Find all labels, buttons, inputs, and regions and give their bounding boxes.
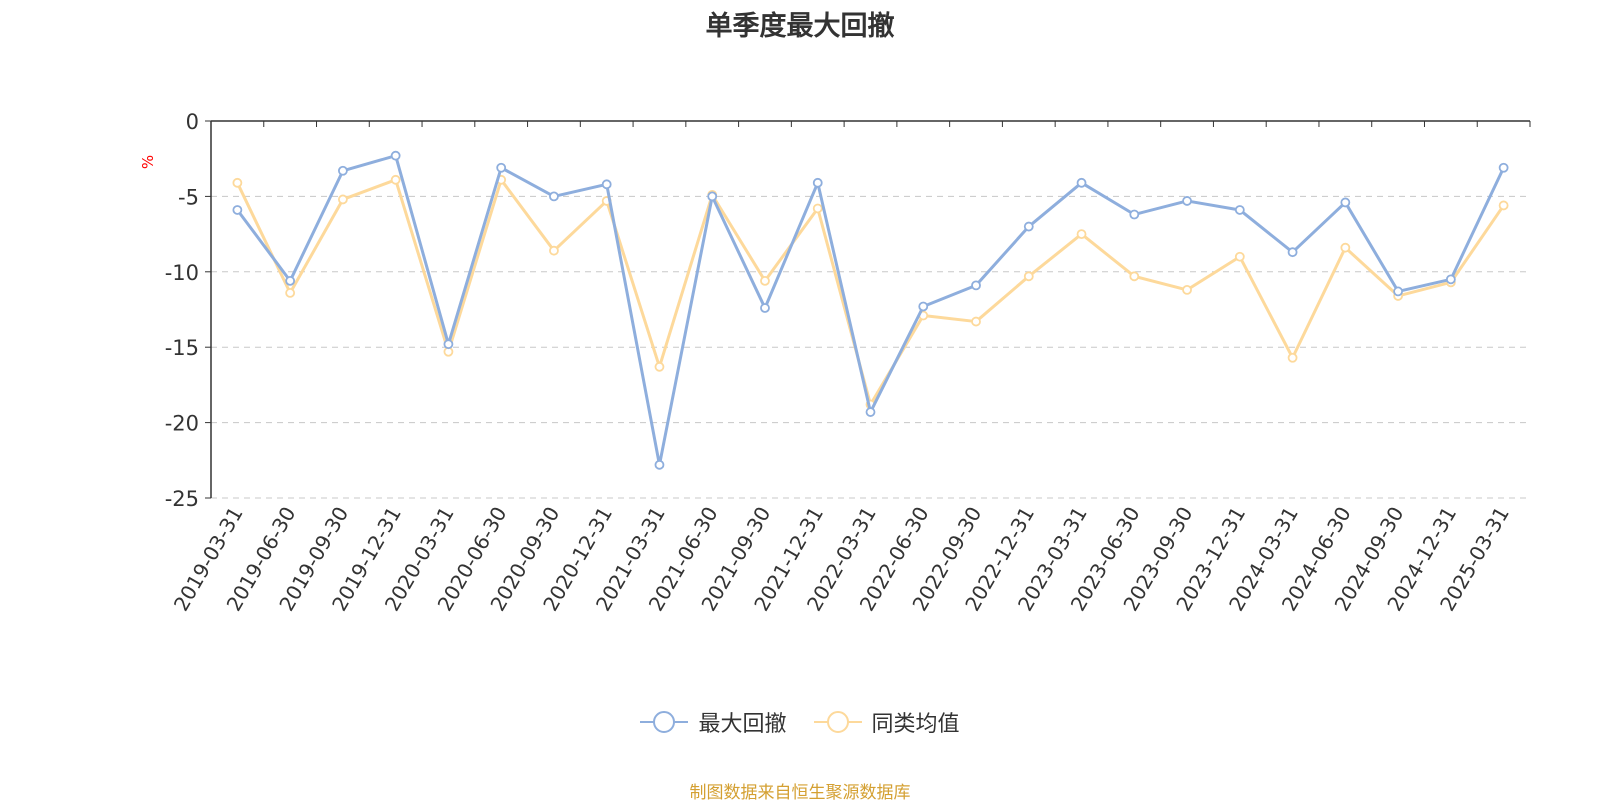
data-point bbox=[285, 275, 296, 286]
data-point bbox=[1023, 221, 1034, 232]
legend-item-series-0[interactable]: 最大回撤 bbox=[640, 706, 787, 738]
data-point bbox=[760, 303, 770, 313]
data-point bbox=[1076, 229, 1087, 240]
series-lines bbox=[232, 150, 1509, 470]
data-point bbox=[1498, 200, 1509, 211]
data-point bbox=[918, 301, 929, 312]
y-tick-label: -15 bbox=[165, 336, 199, 360]
data-point bbox=[601, 179, 612, 190]
y-tick-label: -25 bbox=[165, 487, 199, 511]
data-point bbox=[1076, 177, 1087, 188]
y-axis-label: % bbox=[139, 155, 157, 169]
data-point bbox=[1445, 274, 1456, 285]
data-point bbox=[232, 177, 243, 188]
data-point bbox=[337, 194, 348, 205]
data-point bbox=[1129, 209, 1140, 220]
data-point bbox=[337, 165, 348, 176]
data-point bbox=[1182, 284, 1192, 295]
data-point bbox=[1287, 352, 1298, 363]
data-point bbox=[549, 245, 559, 256]
axes: 0-5-10-15-20-252019-03-312019-06-302019-… bbox=[165, 110, 1531, 615]
data-point bbox=[654, 459, 665, 470]
data-point bbox=[1498, 162, 1509, 173]
line-chart: 0-5-10-15-20-252019-03-312019-06-302019-… bbox=[139, 110, 1531, 615]
data-point bbox=[971, 316, 981, 327]
series-1 bbox=[232, 174, 1509, 410]
legend: 最大回撤 同类均值 bbox=[0, 706, 1600, 740]
data-point bbox=[443, 339, 454, 350]
data-point bbox=[654, 361, 665, 372]
data-point bbox=[1234, 205, 1245, 215]
grid-lines bbox=[211, 195, 1530, 499]
data-point bbox=[1340, 242, 1351, 253]
data-point bbox=[812, 203, 823, 214]
data-point bbox=[1393, 286, 1403, 297]
data-point bbox=[549, 191, 559, 202]
series-line bbox=[236, 178, 1505, 407]
data-point bbox=[285, 288, 296, 298]
source-note: 制图数据来自恒生聚源数据库 bbox=[689, 783, 911, 803]
data-point bbox=[1182, 196, 1192, 206]
data-point bbox=[496, 162, 507, 173]
data-point bbox=[232, 205, 243, 215]
data-point bbox=[760, 275, 770, 286]
data-point bbox=[1340, 197, 1351, 208]
legend-marker-0 bbox=[640, 711, 689, 733]
y-tick-label: -10 bbox=[165, 261, 199, 285]
data-point bbox=[390, 174, 401, 185]
series-0 bbox=[232, 150, 1509, 470]
data-point bbox=[1287, 247, 1298, 258]
data-point bbox=[865, 407, 876, 417]
data-point bbox=[971, 280, 981, 291]
data-point bbox=[707, 191, 718, 202]
data-point bbox=[1234, 251, 1245, 262]
legend-label-1: 同类均值 bbox=[871, 712, 960, 737]
data-point bbox=[1023, 271, 1034, 282]
legend-marker-1 bbox=[813, 711, 862, 733]
chart-title: 单季度最大回撤 bbox=[705, 11, 895, 42]
data-point bbox=[812, 177, 823, 188]
legend-item-series-1[interactable]: 同类均值 bbox=[813, 706, 960, 738]
legend-label-0: 最大回撤 bbox=[698, 712, 787, 737]
y-tick-label: 0 bbox=[186, 110, 199, 134]
y-tick-label: -5 bbox=[178, 185, 199, 209]
data-point bbox=[1129, 271, 1140, 282]
y-tick-label: -20 bbox=[165, 412, 199, 436]
data-point bbox=[390, 150, 401, 161]
